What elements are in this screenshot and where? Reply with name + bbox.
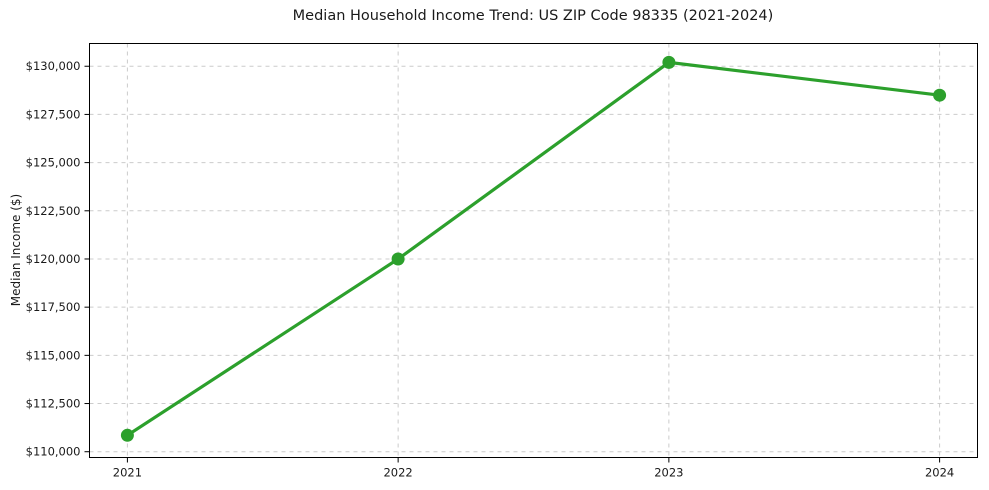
y-tick-label: $112,500 [26, 397, 81, 411]
y-tick-label: $122,500 [26, 204, 81, 218]
data-point-2022 [391, 252, 405, 266]
x-tick-label: 2024 [925, 466, 954, 480]
data-point-2023 [662, 55, 676, 69]
x-tick-label: 2023 [654, 466, 683, 480]
data-point-2024 [933, 88, 947, 102]
y-tick-label: $130,000 [26, 59, 81, 73]
y-tick-label: $117,500 [26, 300, 81, 314]
data-point-2021 [120, 428, 134, 442]
trend-line [125, 60, 942, 437]
y-tick-label: $120,000 [26, 252, 81, 266]
x-tick-label: 2022 [383, 466, 412, 480]
x-tick-label: 2021 [113, 466, 142, 480]
chart-title: Median Household Income Trend: US ZIP Co… [292, 8, 774, 24]
axis-frame [89, 43, 978, 458]
y-tick-label: $125,000 [26, 156, 81, 170]
y-tick-label: $110,000 [26, 445, 81, 459]
y-tick-label: $127,500 [26, 107, 81, 121]
y-tick-label: $115,000 [26, 348, 81, 362]
